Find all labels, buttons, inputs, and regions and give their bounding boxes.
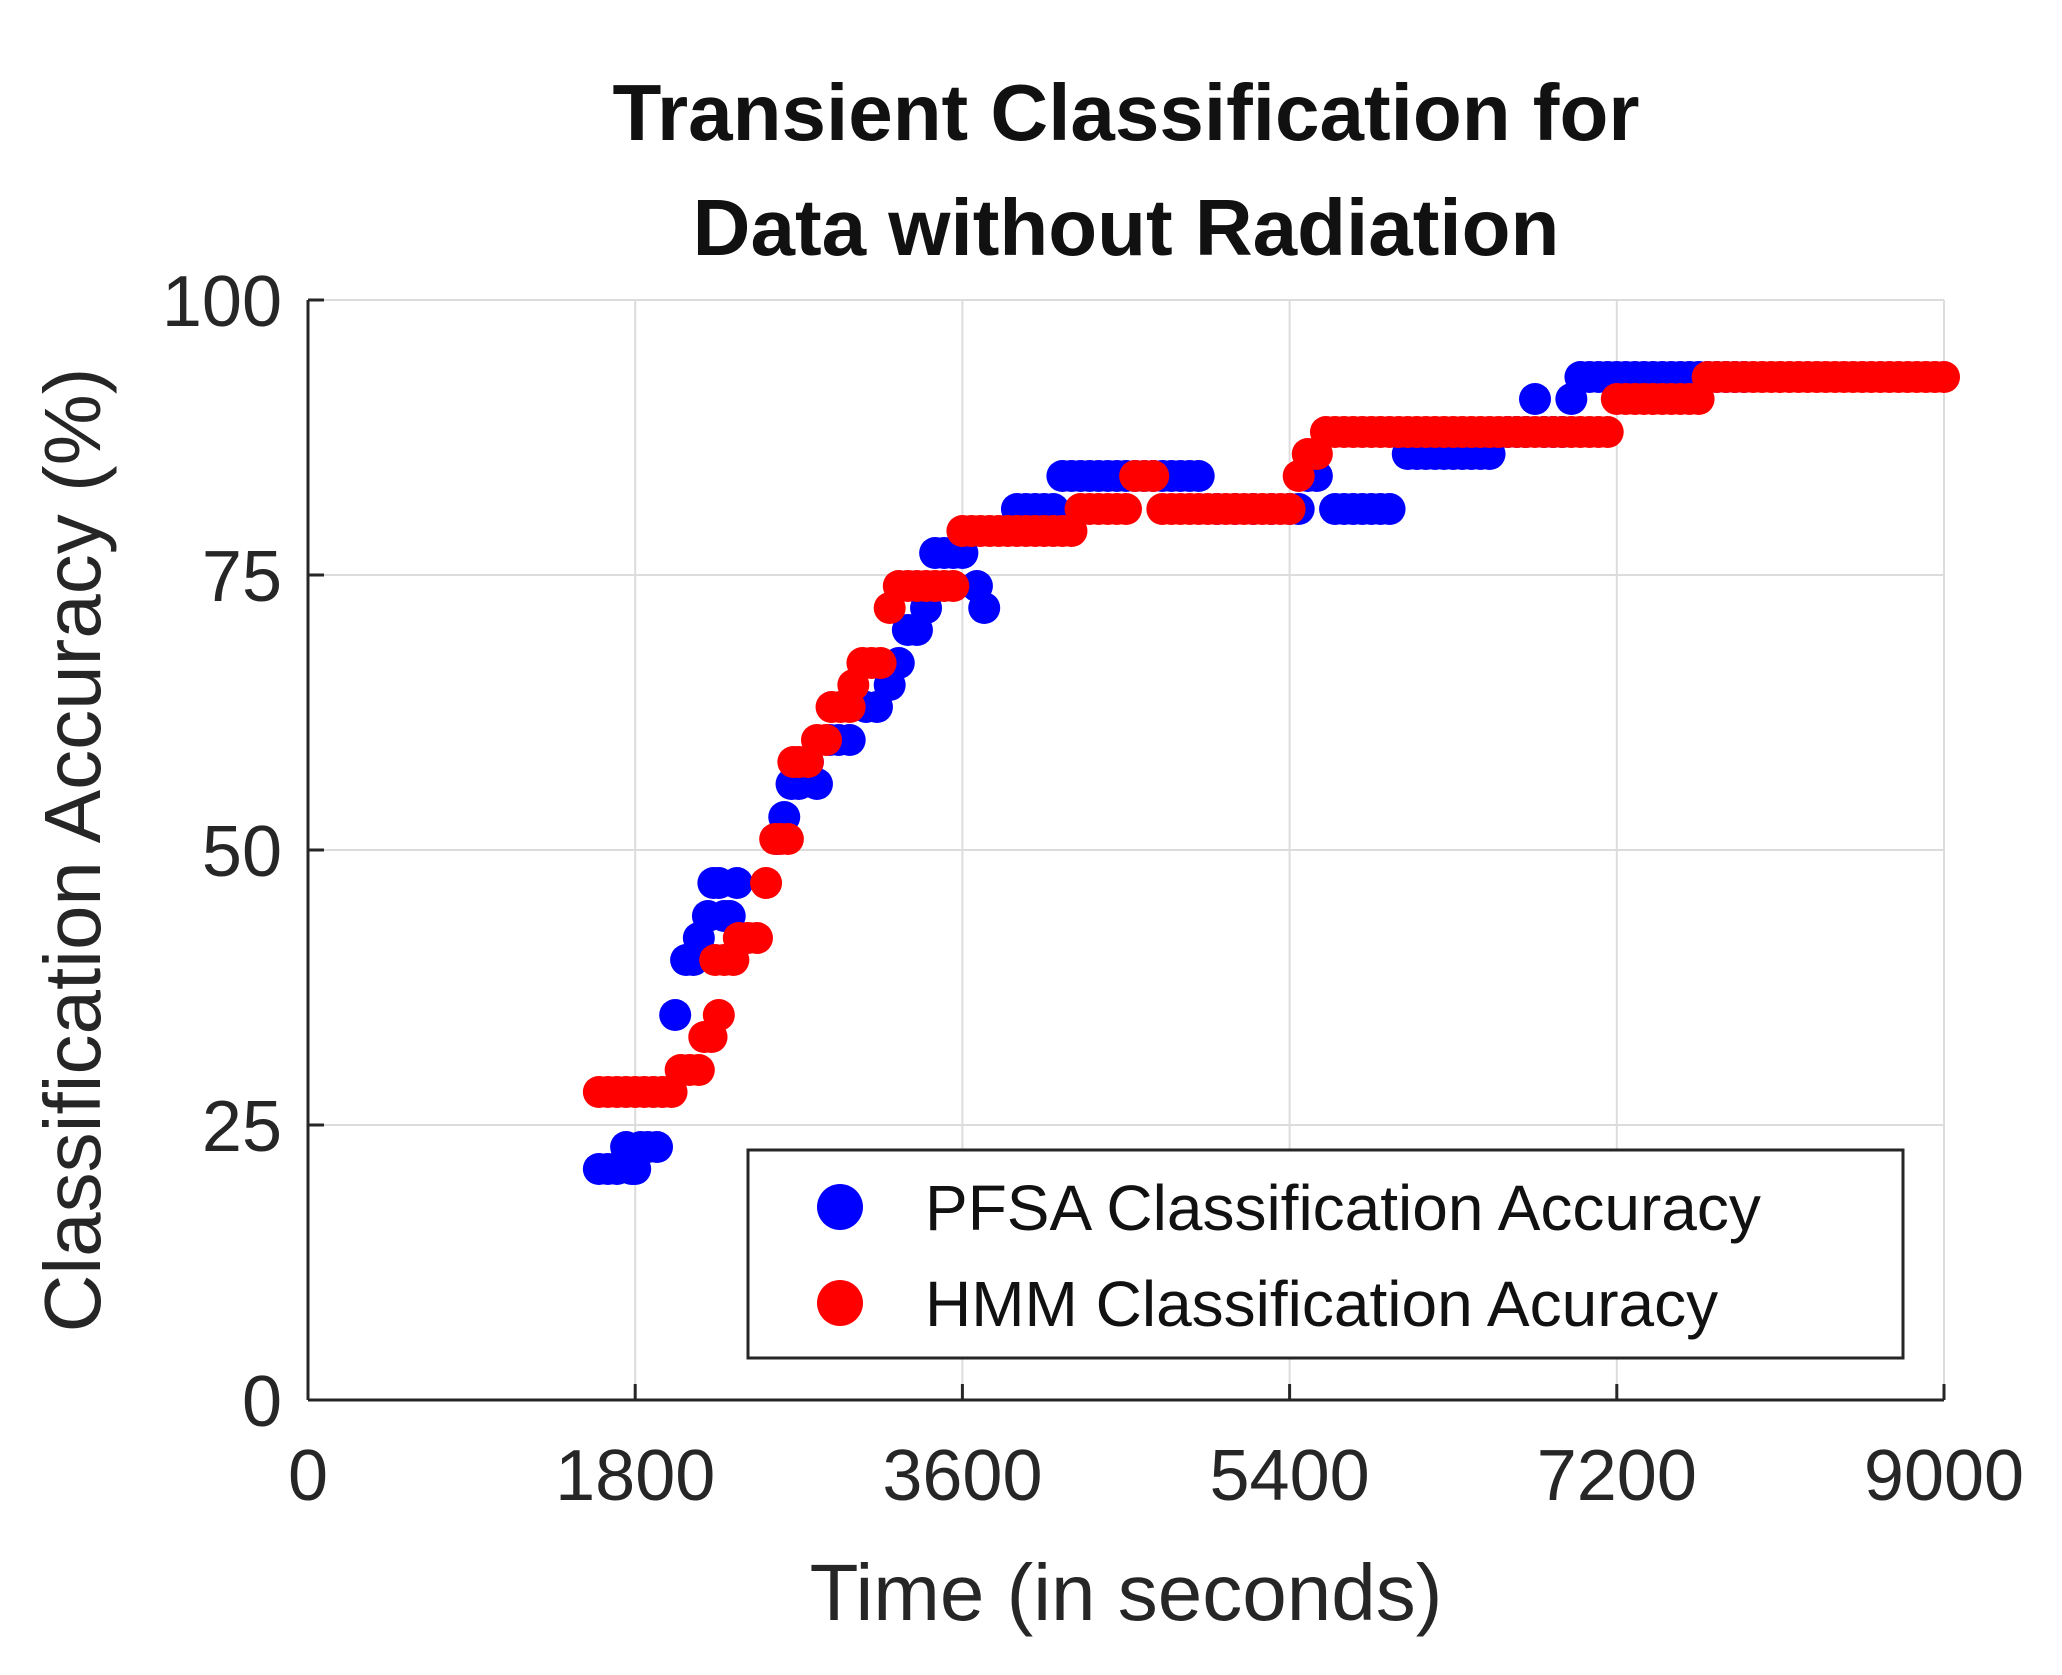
legend-marker-pfsa xyxy=(817,1184,863,1230)
legend-label-pfsa: PFSA Classification Accuracy xyxy=(925,1172,1761,1244)
hmm-point xyxy=(1591,416,1624,448)
hmm-point xyxy=(1137,460,1170,492)
hmm-point xyxy=(750,867,783,899)
legend: PFSA Classification Accuracy HMM Classif… xyxy=(746,1148,1905,1360)
pfsa-point xyxy=(659,999,692,1031)
hmm-point xyxy=(771,823,804,855)
y-tick-label: 0 xyxy=(242,1362,282,1442)
legend-marker-hmm xyxy=(817,1280,863,1326)
hmm-point xyxy=(682,1054,715,1086)
hmm-point xyxy=(864,647,897,679)
hmm-point xyxy=(810,724,843,756)
hmm-point xyxy=(937,570,970,602)
chart-title-line-1: Transient Classification for xyxy=(613,68,1640,157)
ticks: 0 1800 3600 5400 7200 9000 0 25 50 75 100 xyxy=(162,262,2024,1516)
data-points xyxy=(582,361,1960,1185)
pfsa-point xyxy=(1182,460,1215,492)
y-tick-label: 100 xyxy=(162,262,282,342)
y-tick-label: 75 xyxy=(202,537,282,617)
pfsa-point xyxy=(641,1131,674,1163)
y-tick-label: 25 xyxy=(202,1087,282,1167)
y-axis-label: Classification Accuracy (%) xyxy=(28,368,117,1333)
x-tick-label: 9000 xyxy=(1864,1436,2024,1516)
legend-box xyxy=(746,1148,1905,1360)
x-tick-label: 3600 xyxy=(882,1436,1042,1516)
hmm-point xyxy=(702,999,735,1031)
hmm-point xyxy=(740,922,773,954)
x-tick-label: 5400 xyxy=(1210,1436,1370,1516)
hmm-point xyxy=(1928,361,1960,393)
series-hmm xyxy=(582,361,1960,1108)
pfsa-point xyxy=(1519,383,1551,415)
x-tick-label: 1800 xyxy=(555,1436,715,1516)
hmm-point xyxy=(1110,493,1142,525)
x-tick-label: 0 xyxy=(288,1436,328,1516)
pfsa-point xyxy=(1373,493,1406,525)
y-tick-label: 50 xyxy=(202,812,282,892)
chart-title-line-2: Data without Radiation xyxy=(693,183,1560,272)
pfsa-point xyxy=(968,592,1001,624)
legend-label-hmm: HMM Classification Acuracy xyxy=(925,1268,1718,1340)
pfsa-point xyxy=(833,724,866,756)
hmm-point xyxy=(1273,493,1306,525)
pfsa-point xyxy=(720,867,753,899)
x-axis-label: Time (in seconds) xyxy=(810,1548,1443,1637)
x-tick-label: 7200 xyxy=(1537,1436,1697,1516)
